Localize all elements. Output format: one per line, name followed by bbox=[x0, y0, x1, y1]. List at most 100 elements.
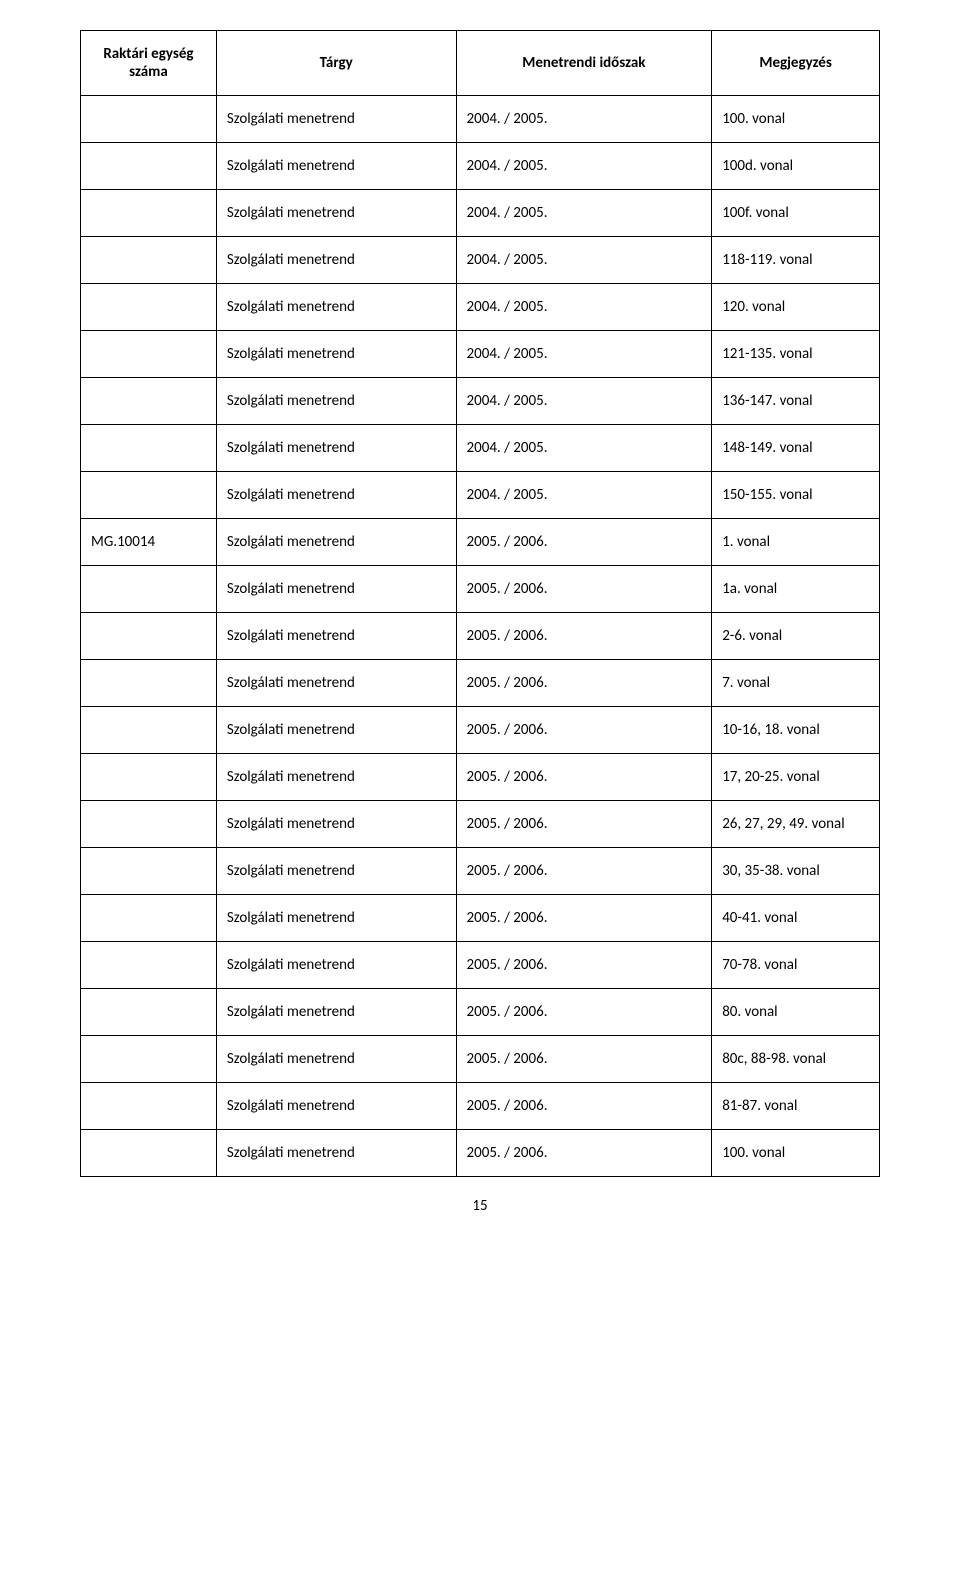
table-cell bbox=[81, 472, 217, 519]
table-cell bbox=[81, 848, 217, 895]
table-cell: Szolgálati menetrend bbox=[216, 1083, 456, 1130]
table-cell: Szolgálati menetrend bbox=[216, 989, 456, 1036]
document-page: Raktári egység száma Tárgy Menetrendi id… bbox=[0, 0, 960, 1245]
table-cell: 2005. / 2006. bbox=[456, 1130, 712, 1177]
table-cell bbox=[81, 895, 217, 942]
table-cell: 2004. / 2005. bbox=[456, 472, 712, 519]
table-cell: 2004. / 2005. bbox=[456, 237, 712, 284]
table-cell: Szolgálati menetrend bbox=[216, 143, 456, 190]
table-cell: Szolgálati menetrend bbox=[216, 425, 456, 472]
table-cell: Szolgálati menetrend bbox=[216, 519, 456, 566]
table-cell: 80c, 88-98. vonal bbox=[712, 1036, 880, 1083]
table-cell: 2004. / 2005. bbox=[456, 143, 712, 190]
table-cell: MG.10014 bbox=[81, 519, 217, 566]
table-cell: 2005. / 2006. bbox=[456, 754, 712, 801]
table-cell bbox=[81, 143, 217, 190]
table-cell: 2005. / 2006. bbox=[456, 1036, 712, 1083]
table-row: Szolgálati menetrend2005. / 2006.100. vo… bbox=[81, 1130, 880, 1177]
table-cell: 1. vonal bbox=[712, 519, 880, 566]
table-cell bbox=[81, 1036, 217, 1083]
table-row: Szolgálati menetrend2004. / 2005.100. vo… bbox=[81, 96, 880, 143]
table-cell: 70-78. vonal bbox=[712, 942, 880, 989]
table-cell: 2004. / 2005. bbox=[456, 378, 712, 425]
table-cell bbox=[81, 190, 217, 237]
table-row: Szolgálati menetrend2005. / 2006.2-6. vo… bbox=[81, 613, 880, 660]
table-cell bbox=[81, 801, 217, 848]
table-cell: Szolgálati menetrend bbox=[216, 237, 456, 284]
table-row: MG.10014Szolgálati menetrend2005. / 2006… bbox=[81, 519, 880, 566]
table-cell: 2004. / 2005. bbox=[456, 284, 712, 331]
table-cell bbox=[81, 331, 217, 378]
table-cell: 100d. vonal bbox=[712, 143, 880, 190]
table-cell: Szolgálati menetrend bbox=[216, 801, 456, 848]
table-row: Szolgálati menetrend2005. / 2006.81-87. … bbox=[81, 1083, 880, 1130]
table-cell bbox=[81, 96, 217, 143]
table-cell bbox=[81, 566, 217, 613]
table-cell bbox=[81, 942, 217, 989]
table-cell bbox=[81, 237, 217, 284]
header-subject: Tárgy bbox=[216, 31, 456, 96]
table-cell: 2004. / 2005. bbox=[456, 425, 712, 472]
table-cell: 81-87. vonal bbox=[712, 1083, 880, 1130]
table-cell: 2004. / 2005. bbox=[456, 96, 712, 143]
table-cell: 2004. / 2005. bbox=[456, 190, 712, 237]
table-cell: Szolgálati menetrend bbox=[216, 190, 456, 237]
table-cell: 1a. vonal bbox=[712, 566, 880, 613]
table-cell: 100f. vonal bbox=[712, 190, 880, 237]
table-cell: Szolgálati menetrend bbox=[216, 613, 456, 660]
table-cell: Szolgálati menetrend bbox=[216, 566, 456, 613]
table-cell: Szolgálati menetrend bbox=[216, 331, 456, 378]
table-cell: 100. vonal bbox=[712, 1130, 880, 1177]
table-cell: Szolgálati menetrend bbox=[216, 895, 456, 942]
table-cell: 2005. / 2006. bbox=[456, 989, 712, 1036]
table-cell: 118-119. vonal bbox=[712, 237, 880, 284]
table-cell: 10-16, 18. vonal bbox=[712, 707, 880, 754]
table-cell: 40-41. vonal bbox=[712, 895, 880, 942]
table-row: Szolgálati menetrend2004. / 2005.121-135… bbox=[81, 331, 880, 378]
table-row: Szolgálati menetrend2005. / 2006.26, 27,… bbox=[81, 801, 880, 848]
table-row: Szolgálati menetrend2004. / 2005.100d. v… bbox=[81, 143, 880, 190]
table-cell: 121-135. vonal bbox=[712, 331, 880, 378]
table-row: Szolgálati menetrend2004. / 2005.118-119… bbox=[81, 237, 880, 284]
table-cell: 30, 35-38. vonal bbox=[712, 848, 880, 895]
table-cell bbox=[81, 660, 217, 707]
table-header: Raktári egység száma Tárgy Menetrendi id… bbox=[81, 31, 880, 96]
table-cell: Szolgálati menetrend bbox=[216, 754, 456, 801]
table-cell: 2004. / 2005. bbox=[456, 331, 712, 378]
table-row: Szolgálati menetrend2005. / 2006.30, 35-… bbox=[81, 848, 880, 895]
schedule-table: Raktári egység száma Tárgy Menetrendi id… bbox=[80, 30, 880, 1177]
table-cell: 136-147. vonal bbox=[712, 378, 880, 425]
table-cell: Szolgálati menetrend bbox=[216, 1036, 456, 1083]
table-cell: Szolgálati menetrend bbox=[216, 942, 456, 989]
table-cell: 2005. / 2006. bbox=[456, 895, 712, 942]
table-row: Szolgálati menetrend2005. / 2006.80c, 88… bbox=[81, 1036, 880, 1083]
table-cell: 2005. / 2006. bbox=[456, 942, 712, 989]
table-row: Szolgálati menetrend2004. / 2005.148-149… bbox=[81, 425, 880, 472]
table-cell: 2005. / 2006. bbox=[456, 707, 712, 754]
table-row: Szolgálati menetrend2004. / 2005.120. vo… bbox=[81, 284, 880, 331]
header-note: Megjegyzés bbox=[712, 31, 880, 96]
table-cell: 2-6. vonal bbox=[712, 613, 880, 660]
table-cell: 2005. / 2006. bbox=[456, 1083, 712, 1130]
table-row: Szolgálati menetrend2004. / 2005.136-147… bbox=[81, 378, 880, 425]
table-cell: 150-155. vonal bbox=[712, 472, 880, 519]
table-cell: 7. vonal bbox=[712, 660, 880, 707]
table-row: Szolgálati menetrend2004. / 2005.100f. v… bbox=[81, 190, 880, 237]
table-cell: 2005. / 2006. bbox=[456, 613, 712, 660]
table-cell bbox=[81, 989, 217, 1036]
table-cell: Szolgálati menetrend bbox=[216, 96, 456, 143]
table-cell: 17, 20-25. vonal bbox=[712, 754, 880, 801]
header-unit-number: Raktári egység száma bbox=[81, 31, 217, 96]
table-row: Szolgálati menetrend2005. / 2006.40-41. … bbox=[81, 895, 880, 942]
table-cell bbox=[81, 754, 217, 801]
table-cell bbox=[81, 378, 217, 425]
table-row: Szolgálati menetrend2005. / 2006.80. von… bbox=[81, 989, 880, 1036]
table-cell: 2005. / 2006. bbox=[456, 848, 712, 895]
page-number: 15 bbox=[80, 1197, 880, 1215]
table-cell: 100. vonal bbox=[712, 96, 880, 143]
table-row: Szolgálati menetrend2005. / 2006.10-16, … bbox=[81, 707, 880, 754]
table-cell: Szolgálati menetrend bbox=[216, 284, 456, 331]
table-cell bbox=[81, 707, 217, 754]
table-cell: 26, 27, 29, 49. vonal bbox=[712, 801, 880, 848]
table-cell: 2005. / 2006. bbox=[456, 519, 712, 566]
